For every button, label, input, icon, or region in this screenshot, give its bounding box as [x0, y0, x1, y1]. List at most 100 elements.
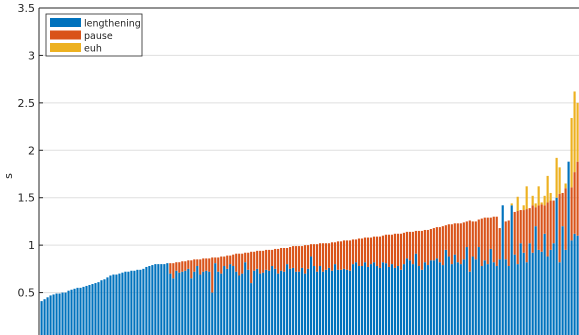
- bar-lengthening: [157, 264, 159, 335]
- bar-pause: [334, 242, 336, 264]
- bar-pause: [553, 201, 555, 244]
- bar-lengthening: [364, 262, 366, 335]
- bar-lengthening: [274, 269, 276, 335]
- bar-lengthening: [247, 270, 249, 335]
- bar-lengthening: [556, 198, 558, 335]
- bar-lengthening: [124, 272, 126, 335]
- bar-pause: [415, 231, 417, 254]
- bars-group: [41, 91, 579, 335]
- bar-lengthening: [376, 266, 378, 335]
- bar-pause: [196, 259, 198, 266]
- bar-pause: [193, 259, 195, 271]
- bar-pause: [280, 248, 282, 271]
- bar-euh: [535, 203, 537, 207]
- bar-lengthening: [571, 240, 573, 335]
- bar-pause: [565, 188, 567, 250]
- bar-lengthening: [514, 255, 516, 335]
- bar-lengthening: [118, 274, 120, 335]
- bar-pause: [244, 253, 246, 262]
- bar-lengthening: [250, 283, 252, 335]
- bar-pause: [202, 258, 204, 271]
- bar-lengthening: [286, 264, 288, 335]
- bar-lengthening: [541, 252, 543, 335]
- bar-pause: [286, 248, 288, 264]
- bar-lengthening: [52, 294, 54, 335]
- bar-lengthening: [214, 263, 216, 335]
- bar-pause: [373, 237, 375, 263]
- bar-pause: [400, 234, 402, 270]
- bar-pause: [310, 244, 312, 256]
- bar-lengthening: [349, 271, 351, 335]
- bar-pause: [208, 258, 210, 271]
- bar-pause: [199, 259, 201, 274]
- bar-lengthening: [175, 271, 177, 335]
- bar-lengthening: [304, 274, 306, 335]
- bar-pause: [520, 210, 522, 243]
- bar-lengthening: [256, 269, 258, 335]
- bar-lengthening: [328, 268, 330, 335]
- bar-lengthening: [382, 262, 384, 335]
- bar-lengthening: [139, 270, 141, 335]
- bar-lengthening: [172, 278, 174, 335]
- bar-pause: [397, 234, 399, 266]
- legend-swatch-lengthening: [50, 18, 81, 27]
- bar-lengthening: [280, 271, 282, 335]
- bar-pause: [226, 256, 228, 269]
- bar-lengthening: [112, 275, 114, 335]
- bar-pause: [394, 234, 396, 268]
- bar-lengthening: [136, 270, 138, 335]
- bar-lengthening: [574, 234, 576, 335]
- bar-pause: [349, 240, 351, 270]
- bar-pause: [322, 243, 324, 271]
- bar-pause: [388, 235, 390, 267]
- bar-lengthening: [409, 260, 411, 335]
- bar-lengthening: [358, 266, 360, 335]
- bar-lengthening: [334, 264, 336, 335]
- bar-lengthening: [373, 262, 375, 335]
- bar-lengthening: [487, 264, 489, 335]
- bar-lengthening: [397, 266, 399, 335]
- bar-lengthening: [568, 162, 570, 335]
- bar-pause: [220, 257, 222, 274]
- bar-pause: [217, 257, 219, 271]
- bar-pause: [307, 245, 309, 269]
- bar-lengthening: [46, 297, 48, 335]
- bar-lengthening: [463, 259, 465, 335]
- bar-lengthening: [283, 272, 285, 335]
- bar-pause: [574, 172, 576, 234]
- bar-pause: [481, 219, 483, 266]
- bar-pause: [526, 209, 528, 262]
- bar-lengthening: [481, 266, 483, 335]
- bar-euh: [511, 203, 513, 205]
- bar-pause: [505, 221, 507, 259]
- bar-pause: [364, 238, 366, 263]
- bar-euh: [523, 205, 525, 210]
- bar-lengthening: [151, 265, 153, 335]
- bar-lengthening: [226, 269, 228, 335]
- bar-lengthening: [241, 274, 243, 335]
- bar-pause: [259, 251, 261, 274]
- bar-lengthening: [238, 276, 240, 335]
- bar-lengthening: [406, 258, 408, 335]
- bar-pause: [256, 251, 258, 269]
- bar-lengthening: [418, 266, 420, 335]
- bar-lengthening: [316, 272, 318, 335]
- bar-pause: [412, 232, 414, 264]
- bar-lengthening: [163, 264, 165, 335]
- bar-lengthening: [559, 262, 561, 335]
- bar-euh: [526, 186, 528, 209]
- bar-lengthening: [73, 289, 75, 335]
- bar-lengthening: [41, 301, 43, 335]
- bar-pause: [472, 221, 474, 256]
- bar-pause: [418, 231, 420, 266]
- legend-swatch-euh: [50, 43, 81, 52]
- bar-lengthening: [49, 295, 51, 335]
- bar-pause: [358, 239, 360, 267]
- bar-lengthening: [505, 259, 507, 335]
- bar-pause: [319, 243, 321, 266]
- bar-pause: [379, 237, 381, 268]
- bar-pause: [265, 250, 267, 270]
- bar-lengthening: [253, 271, 255, 335]
- bar-pause: [376, 237, 378, 266]
- bar-lengthening: [562, 226, 564, 335]
